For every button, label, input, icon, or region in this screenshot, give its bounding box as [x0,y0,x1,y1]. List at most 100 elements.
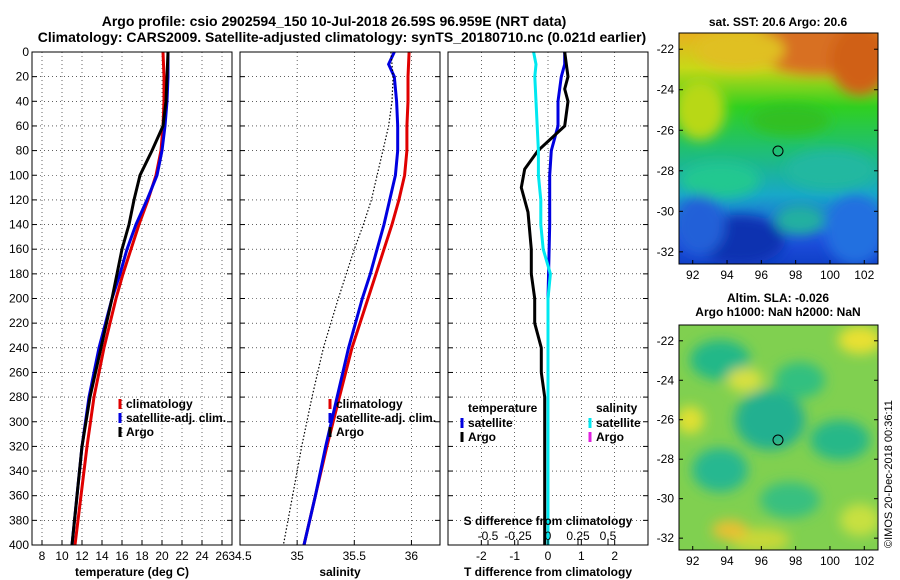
xtick-label: 35.5 [343,549,367,563]
ytick-label: 100 [9,168,29,182]
xtick-label: 14 [95,549,109,563]
x-axis-label: salinity [319,565,361,579]
chart-title-line2: Climatology: CARS2009. Satellite-adjuste… [38,29,646,45]
map-ytick-label: -30 [657,492,675,506]
map-ytick-label: -22 [657,334,675,348]
map-ytick-label: -24 [657,373,675,387]
ytick-label: 60 [16,119,30,133]
plot-frame [239,51,441,546]
ytick-label: 160 [9,242,29,256]
ytick-label: 340 [9,464,29,478]
x-axis-label: temperature (deg C) [75,565,189,579]
map-xtick-label: 94 [720,554,734,568]
series-climatology [302,51,411,546]
xtick-label: -1 [509,549,520,563]
sla-map: Altim. SLA: -0.026 Argo h1000: NaN h2000… [657,291,879,568]
top-xtick-label: 0 [545,529,552,543]
ytick-label: 280 [9,390,29,404]
series-argo [70,51,170,546]
ytick-label: 20 [16,70,30,84]
series-t-argo [519,51,570,545]
ytick-label: 180 [9,267,29,281]
sla-argo-marker [772,434,784,446]
ytick-label: 120 [9,193,29,207]
map-xtick-label: 100 [820,554,840,568]
xtick-label: 35 [290,549,304,563]
series-s-satellite [532,51,552,545]
imos-watermark: ©IMOS 20-Dec-2018 00:36:11 [883,400,895,548]
map-xtick-label: 102 [854,268,874,282]
map-ytick-label: -32 [657,531,675,545]
map-ytick-label: -30 [657,204,675,218]
ytick-label: 200 [9,292,29,306]
top-xtick-label: 0.5 [600,529,617,543]
xtick-label: 18 [135,549,149,563]
map-xtick-label: 102 [854,554,874,568]
map-ytick-label: -28 [657,452,675,466]
sla-map-title: Altim. SLA: -0.026 [727,291,829,305]
ytick-label: 320 [9,439,29,453]
ytick-label: 80 [16,144,30,158]
xtick-label: 34.5 [228,549,252,563]
legend-title-salinity: salinity [596,401,638,415]
legend-label: satellite [468,416,513,430]
sla-map-subtitle: Argo h1000: NaN h2000: NaN [695,305,860,319]
map-ytick-label: -26 [657,123,675,137]
map-ytick-label: -26 [657,413,675,427]
sst-argo-marker [772,145,784,157]
series-argo [282,51,394,546]
ytick-label: 380 [9,513,29,527]
sst-map-title: sat. SST: 20.6 Argo: 20.6 [709,15,848,29]
map-xtick-label: 94 [720,268,734,282]
panel-salinity: 34.5 35 35.5 36 salinity climatologysatellite… [228,51,441,579]
map-ytick-label: -24 [657,83,675,97]
xtick-label: 36 [405,549,419,563]
top-axis-label: S difference from climatology [464,514,633,528]
map-xtick-label: 100 [820,268,840,282]
xtick-label: 2 [611,549,618,563]
legend-label: satellite-adj. clim. [336,411,436,425]
xtick-label: 0 [545,549,552,563]
legend-label: satellite-adj. clim. [126,411,226,425]
ytick-label: 220 [9,316,29,330]
plot-frame [31,51,233,546]
map-xtick-label: 92 [686,554,700,568]
ytick-label: 240 [9,341,29,355]
ytick-label: 140 [9,218,29,232]
panel-difference: -2 -1 0 1 2 T difference from climatology temp… [447,51,649,579]
xtick-label: 8 [39,549,46,563]
ytick-label: 260 [9,365,29,379]
legend-label: climatology [126,397,193,411]
series-satellite-adj-clim- [302,51,400,546]
chart-title-line1: Argo profile: csio 2902594_150 10-Jul-20… [102,13,567,29]
legend-label: Argo [468,430,496,444]
legend-label: satellite [596,416,641,430]
xtick-label: -2 [476,549,487,563]
xtick-label: 10 [55,549,69,563]
map-xtick-label: 98 [789,268,803,282]
xtick-label: 26 [215,549,229,563]
map-ytick-label: -22 [657,42,675,56]
legend-label: climatology [336,397,403,411]
map-ytick-label: -32 [657,245,675,259]
xtick-label: 12 [75,549,89,563]
ytick-label: 400 [9,538,29,552]
panel-temperature: 0 20 40 60 80 100 120 140 160 180 200 220 240 260 280 3… [9,45,233,579]
top-xtick-label: -0.5 [478,529,499,543]
map-xtick-label: 98 [789,554,803,568]
map-xtick-label: 96 [755,554,769,568]
legend-title-temperature: temperature [468,401,538,415]
map-ytick-label: -28 [657,164,675,178]
xtick-label: 1 [578,549,585,563]
sst-map: sat. SST: 20.6 Argo: 20.6 92 94 96 98 100 102… [657,15,879,282]
ytick-label: 0 [22,45,29,59]
xtick-label: 16 [115,549,129,563]
xtick-label: 22 [175,549,189,563]
legend-label: Argo [596,430,624,444]
top-xtick-label: -0.25 [504,529,532,543]
map-xtick-label: 92 [686,268,700,282]
ytick-label: 40 [16,94,30,108]
legend-label: Argo [126,425,154,439]
legend-label: Argo [336,425,364,439]
ytick-label: 300 [9,415,29,429]
